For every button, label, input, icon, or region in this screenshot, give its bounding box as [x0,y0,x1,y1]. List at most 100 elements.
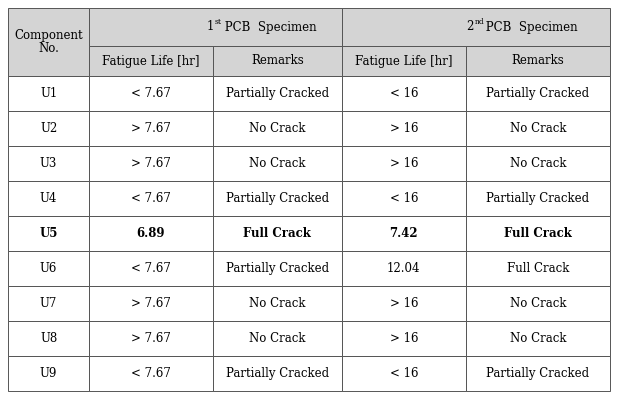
Text: U7: U7 [40,297,57,310]
Bar [8,8,89,76]
Text: U1: U1 [40,87,57,100]
Text: No Crack: No Crack [509,157,566,170]
Bar [342,216,465,251]
Bar [465,356,610,391]
Text: < 16: < 16 [389,192,418,205]
Bar [342,8,610,46]
Bar [465,321,610,356]
Text: Full Crack: Full Crack [243,227,311,240]
Text: No Crack: No Crack [509,122,566,135]
Text: PCB  Specimen: PCB Specimen [482,20,578,34]
Text: > 16: > 16 [389,332,418,345]
Bar [89,356,213,391]
Text: 6.89: 6.89 [137,227,165,240]
Text: U5: U5 [40,227,58,240]
Text: 2: 2 [467,20,474,34]
Text: Component: Component [14,28,83,41]
Text: Partially Cracked: Partially Cracked [486,87,590,100]
Bar [8,181,89,216]
Text: U9: U9 [40,367,57,380]
Bar [89,111,213,146]
Bar [89,321,213,356]
Bar [213,76,342,111]
Text: No Crack: No Crack [509,332,566,345]
Bar [89,251,213,286]
Text: > 7.67: > 7.67 [131,297,171,310]
Bar [465,46,610,76]
Bar [89,8,342,46]
Bar [465,181,610,216]
Text: No Crack: No Crack [249,122,306,135]
Bar [465,146,610,181]
Text: No Crack: No Crack [509,297,566,310]
Text: U6: U6 [40,262,57,275]
Text: Fatigue Life [hr]: Fatigue Life [hr] [355,55,452,67]
Bar [89,216,213,251]
Bar [213,181,342,216]
Bar [8,251,89,286]
Text: < 7.67: < 7.67 [131,192,171,205]
Text: < 7.67: < 7.67 [131,367,171,380]
Text: > 7.67: > 7.67 [131,157,171,170]
Text: Remarks: Remarks [251,55,304,67]
Bar [213,251,342,286]
Text: No.: No. [38,43,59,55]
Bar [8,76,89,111]
Bar [89,146,213,181]
Bar [342,181,465,216]
Text: No Crack: No Crack [249,297,306,310]
Text: U8: U8 [40,332,57,345]
Text: 7.42: 7.42 [389,227,418,240]
Bar [213,146,342,181]
Bar [89,181,213,216]
Bar [342,76,465,111]
Bar [8,286,89,321]
Text: Full Crack: Full Crack [504,227,572,240]
Text: No Crack: No Crack [249,332,306,345]
Bar [89,46,213,76]
Text: > 16: > 16 [389,122,418,135]
Text: Remarks: Remarks [511,55,564,67]
Bar [342,46,465,76]
Text: > 7.67: > 7.67 [131,122,171,135]
Bar [465,286,610,321]
Text: Partially Cracked: Partially Cracked [226,192,329,205]
Bar [465,251,610,286]
Bar [342,356,465,391]
Text: > 16: > 16 [389,297,418,310]
Bar [465,76,610,111]
Text: U3: U3 [40,157,57,170]
Bar [8,356,89,391]
Bar [8,216,89,251]
Text: 1: 1 [206,20,214,34]
Bar [8,146,89,181]
Bar [213,286,342,321]
Text: < 16: < 16 [389,87,418,100]
Text: Fatigue Life [hr]: Fatigue Life [hr] [102,55,200,67]
Bar [465,111,610,146]
Text: No Crack: No Crack [249,157,306,170]
Bar [342,321,465,356]
Text: Partially Cracked: Partially Cracked [226,87,329,100]
Text: Partially Cracked: Partially Cracked [486,367,590,380]
Text: PCB  Specimen: PCB Specimen [221,20,316,34]
Bar [342,146,465,181]
Text: > 16: > 16 [389,157,418,170]
Bar [8,111,89,146]
Bar [213,356,342,391]
Bar [213,321,342,356]
Bar [213,46,342,76]
Text: Partially Cracked: Partially Cracked [226,367,329,380]
Text: st: st [214,18,222,26]
Text: > 7.67: > 7.67 [131,332,171,345]
Bar [465,216,610,251]
Bar [89,286,213,321]
Bar [8,321,89,356]
Text: Full Crack: Full Crack [507,262,569,275]
Text: Partially Cracked: Partially Cracked [486,192,590,205]
Bar [342,251,465,286]
Text: < 16: < 16 [389,367,418,380]
Text: < 7.67: < 7.67 [131,87,171,100]
Text: U2: U2 [40,122,57,135]
Text: U4: U4 [40,192,57,205]
